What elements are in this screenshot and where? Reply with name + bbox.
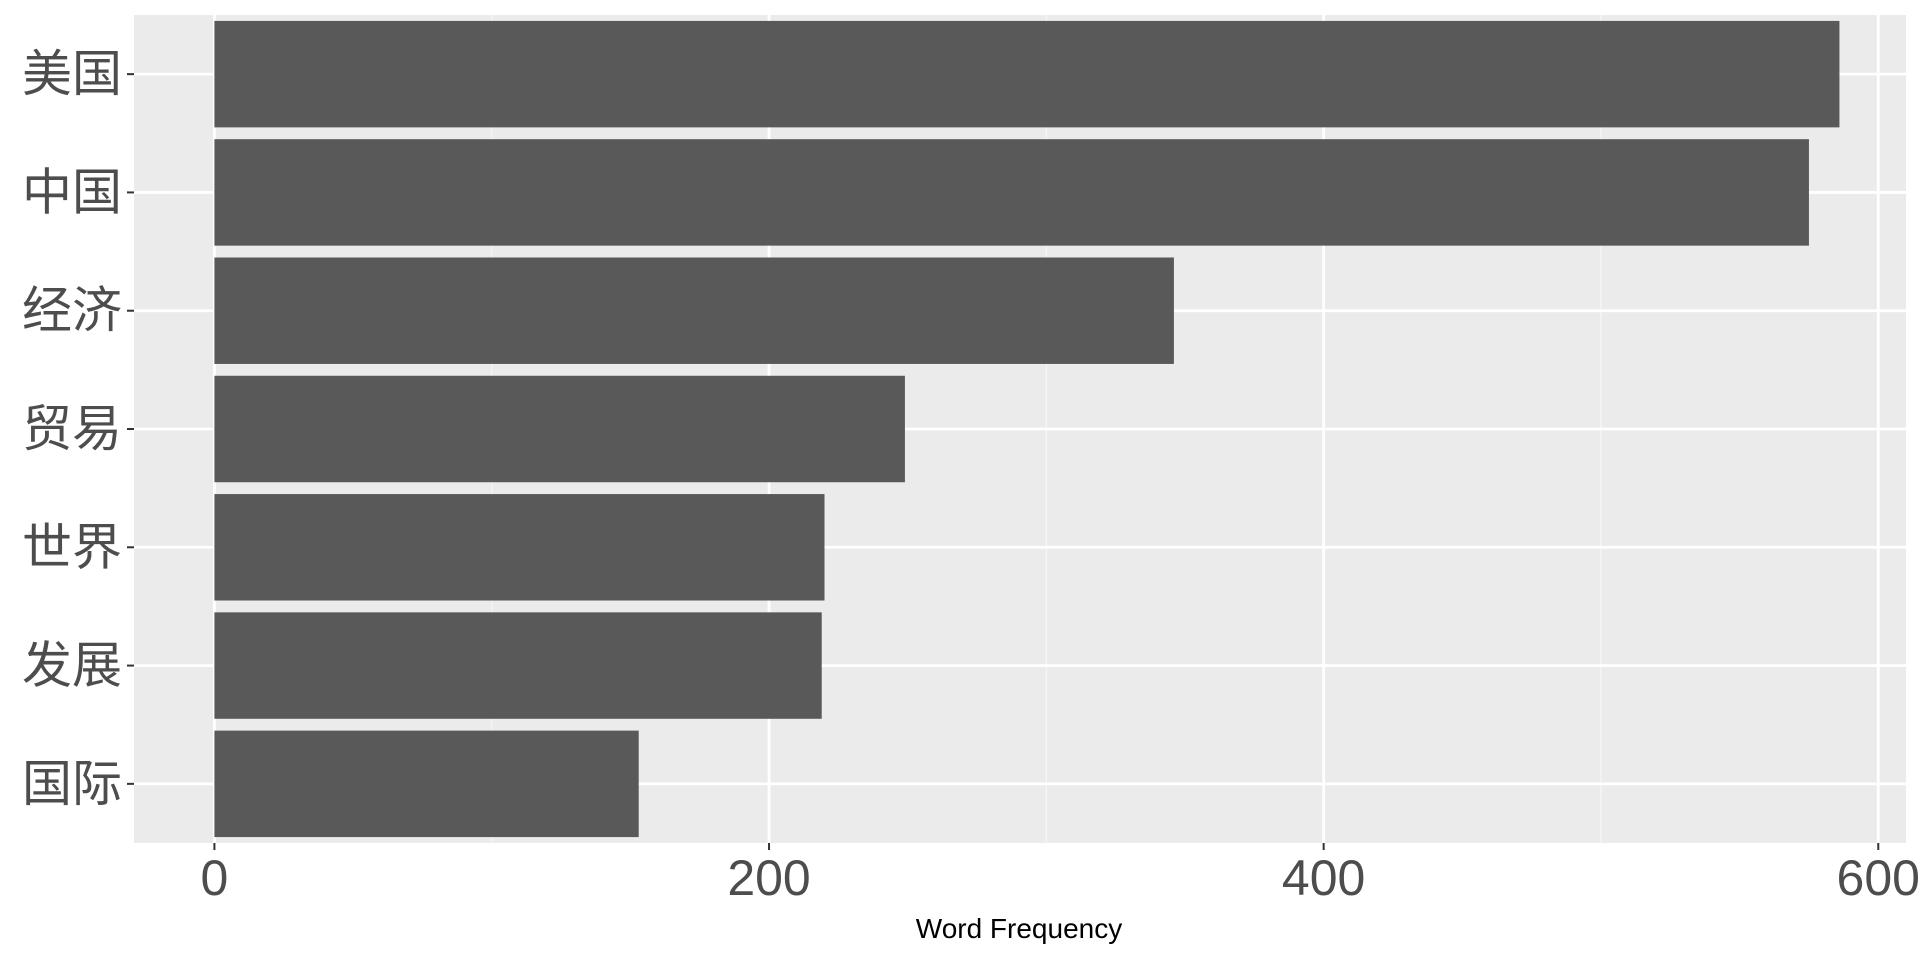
y-tick-label: 经济 <box>22 282 122 340</box>
y-tick-label: 美国 <box>22 45 122 103</box>
x-tick-label: 0 <box>201 850 229 906</box>
x-tick-label: 600 <box>1837 850 1920 906</box>
y-tick-label: 贸易 <box>22 400 122 458</box>
bar <box>214 730 639 838</box>
x-tick-label: 200 <box>727 850 810 906</box>
y-tick-label: 发展 <box>22 637 122 695</box>
bars <box>214 20 1840 838</box>
bar <box>214 139 1809 246</box>
bar <box>214 612 822 719</box>
x-tick-label: 400 <box>1282 850 1365 906</box>
y-tick-label: 中国 <box>22 163 122 221</box>
bar <box>214 494 825 601</box>
y-tick-label: 世界 <box>22 518 122 576</box>
bar <box>214 375 905 483</box>
x-axis-title: Word Frequency <box>916 913 1122 944</box>
y-tick-label: 国际 <box>22 755 122 813</box>
x-axis-ticks: 0 200 400 600 <box>201 843 1920 906</box>
bar <box>214 257 1174 364</box>
bar <box>214 20 1840 128</box>
